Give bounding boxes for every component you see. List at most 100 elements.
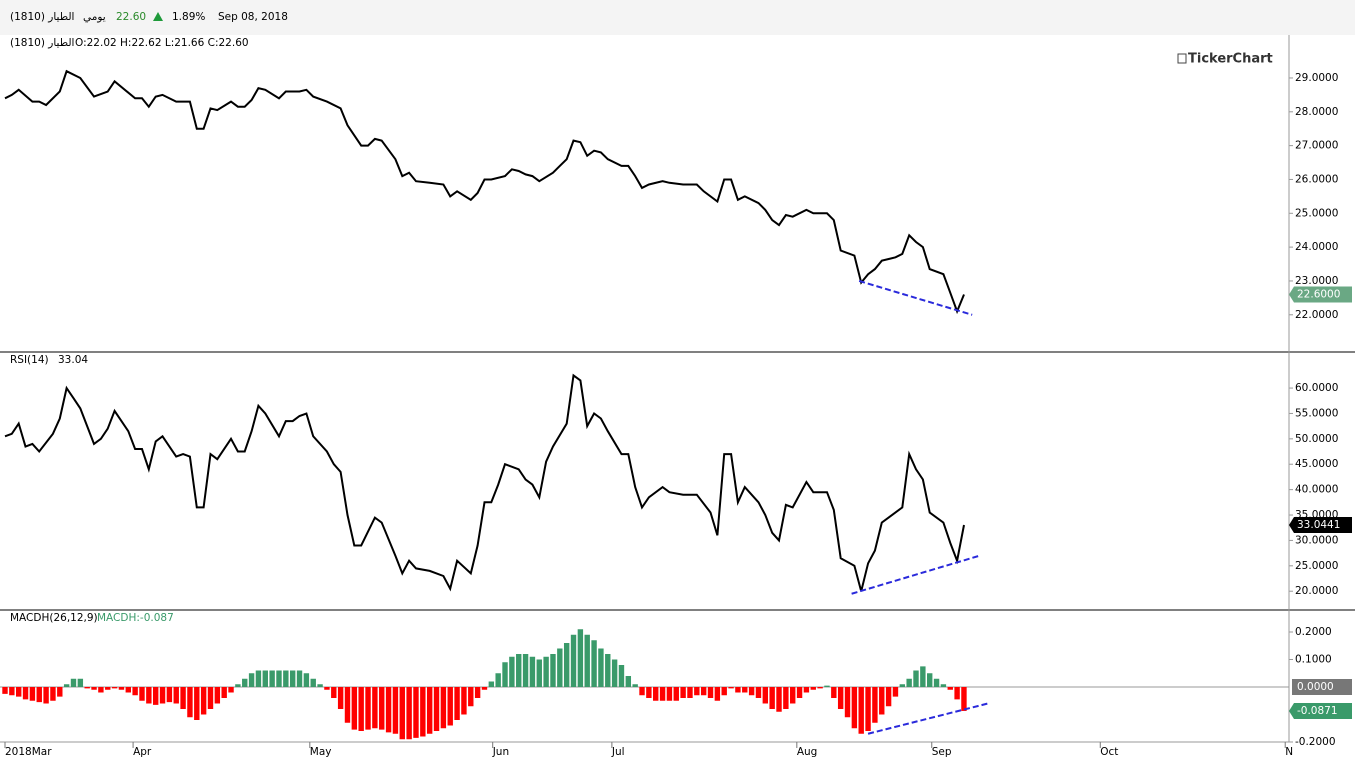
bar bbox=[927, 673, 933, 687]
bar bbox=[146, 687, 152, 704]
watermark: TickerChart bbox=[1188, 52, 1273, 67]
bar bbox=[22, 687, 29, 700]
bar bbox=[577, 629, 584, 687]
bar bbox=[324, 687, 330, 690]
bar bbox=[776, 687, 782, 712]
bar bbox=[680, 687, 686, 698]
bar bbox=[351, 687, 358, 730]
y-tick-label: 28.0000 bbox=[1295, 106, 1338, 118]
bar bbox=[769, 687, 775, 709]
last-label: 22.6000 bbox=[1297, 288, 1340, 300]
y-tick-label: 55.0000 bbox=[1295, 407, 1338, 419]
bar bbox=[584, 634, 590, 687]
y-tick-label: 0.1000 bbox=[1295, 654, 1332, 666]
bar bbox=[920, 666, 926, 687]
bar bbox=[694, 687, 700, 696]
symbol: الطيار (1810) bbox=[10, 11, 74, 23]
last-label: -0.0871 bbox=[1297, 705, 1338, 717]
bar bbox=[933, 678, 940, 687]
bar bbox=[420, 687, 426, 737]
bar bbox=[488, 681, 495, 687]
bar bbox=[707, 687, 714, 698]
y-tick-label: 45.0000 bbox=[1295, 458, 1338, 470]
last-label-box bbox=[1289, 516, 1352, 533]
line bbox=[4, 373, 965, 592]
bar bbox=[858, 687, 864, 734]
bar bbox=[29, 687, 36, 701]
bar bbox=[810, 687, 816, 690]
bar bbox=[235, 684, 241, 687]
bar bbox=[63, 684, 70, 687]
x-tick-label: 2018Mar bbox=[5, 746, 52, 758]
bar bbox=[385, 687, 392, 733]
panel-title: الطيار (1810) bbox=[10, 37, 74, 49]
bar bbox=[310, 678, 316, 687]
x-tick-label: Oct bbox=[1100, 746, 1118, 758]
bar bbox=[159, 687, 166, 704]
bar bbox=[570, 634, 577, 687]
bar bbox=[557, 648, 563, 687]
bar bbox=[618, 665, 625, 687]
last-price: 22.60 bbox=[116, 11, 146, 23]
bar bbox=[906, 678, 912, 687]
y-tick-label: 40.0000 bbox=[1295, 484, 1338, 496]
bar bbox=[550, 654, 556, 687]
y-tick-label: -0.2000 bbox=[1295, 736, 1336, 748]
y-tick-label: 60.0000 bbox=[1295, 382, 1338, 394]
bar bbox=[276, 670, 282, 687]
bar bbox=[536, 659, 542, 687]
panel-reading: O:22.02 H:22.62 L:21.66 C:22.60 bbox=[75, 37, 249, 49]
bar bbox=[714, 687, 721, 701]
bar bbox=[255, 670, 262, 687]
bar bbox=[98, 687, 104, 693]
bar bbox=[152, 687, 159, 705]
bar bbox=[947, 687, 953, 690]
x-tick-label: Sep bbox=[932, 746, 952, 758]
bar bbox=[591, 640, 597, 687]
x-tick-label: Jul bbox=[611, 746, 625, 758]
date: Sep 08, 2018 bbox=[218, 11, 288, 23]
top-bar bbox=[0, 0, 1355, 35]
bar bbox=[872, 687, 878, 723]
y-tick-label: 29.0000 bbox=[1295, 72, 1338, 84]
bar bbox=[289, 670, 296, 687]
zero-label-box bbox=[1292, 679, 1352, 695]
bar bbox=[9, 687, 15, 696]
bar bbox=[783, 687, 789, 709]
change: 1.89% bbox=[172, 11, 205, 23]
bar bbox=[207, 687, 214, 709]
bar bbox=[242, 678, 248, 687]
panel-reading: MACDH:-0.087 bbox=[97, 612, 174, 624]
y-tick-label: 20.0000 bbox=[1295, 585, 1338, 597]
x-tick-label: Aug bbox=[797, 746, 818, 758]
bar bbox=[748, 687, 755, 696]
bar bbox=[735, 687, 741, 693]
line bbox=[4, 69, 965, 315]
bar bbox=[303, 673, 310, 687]
bar bbox=[77, 678, 84, 687]
bar bbox=[522, 654, 529, 687]
x-tick-label: N bbox=[1285, 746, 1293, 758]
bar bbox=[563, 643, 570, 687]
bar bbox=[15, 687, 22, 697]
bar bbox=[742, 687, 748, 693]
bar bbox=[639, 687, 645, 696]
x-tick-label: Jun bbox=[492, 746, 509, 758]
bar bbox=[406, 687, 412, 740]
bar bbox=[166, 687, 173, 703]
period: يومي bbox=[83, 11, 106, 23]
bar bbox=[961, 687, 967, 711]
bar bbox=[194, 687, 200, 720]
bar bbox=[646, 687, 652, 698]
y-tick-label: 24.0000 bbox=[1295, 241, 1338, 253]
bar bbox=[447, 687, 453, 726]
bar bbox=[139, 687, 145, 701]
bar bbox=[372, 687, 378, 729]
x-tick-label: May bbox=[310, 746, 332, 758]
bar bbox=[762, 687, 769, 704]
bar bbox=[913, 670, 919, 687]
y-tick-label: 27.0000 bbox=[1295, 140, 1338, 152]
bar bbox=[899, 684, 906, 687]
bar bbox=[495, 673, 501, 687]
